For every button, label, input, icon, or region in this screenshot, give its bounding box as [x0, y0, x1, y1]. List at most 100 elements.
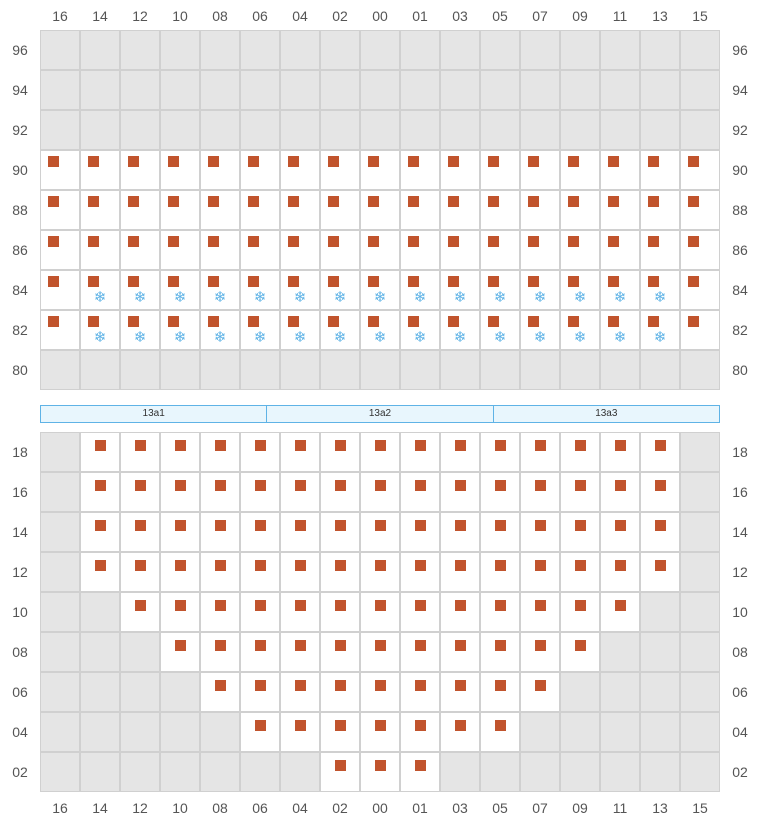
seat-cell[interactable] — [480, 230, 520, 270]
seat-cell[interactable] — [440, 512, 480, 552]
seat-cell[interactable] — [520, 632, 560, 672]
seat-cell[interactable] — [480, 672, 520, 712]
seat-cell[interactable] — [520, 672, 560, 712]
seat-cell[interactable] — [560, 150, 600, 190]
seat-cell[interactable] — [360, 752, 400, 792]
seat-cell[interactable] — [480, 712, 520, 752]
seat-cell[interactable] — [120, 230, 160, 270]
seat-cell[interactable] — [440, 632, 480, 672]
seat-cell[interactable] — [360, 472, 400, 512]
seat-cell[interactable] — [80, 150, 120, 190]
seat-cell[interactable] — [160, 632, 200, 672]
seat-cell[interactable] — [600, 190, 640, 230]
seat-cell[interactable] — [320, 672, 360, 712]
seat-cell[interactable] — [600, 472, 640, 512]
seat-cell[interactable] — [400, 712, 440, 752]
seat-cell[interactable] — [440, 432, 480, 472]
seat-cell[interactable] — [240, 512, 280, 552]
seat-cell[interactable] — [120, 190, 160, 230]
seat-cell[interactable] — [520, 472, 560, 512]
seat-cell[interactable] — [400, 230, 440, 270]
seat-cell[interactable] — [520, 190, 560, 230]
seat-cell[interactable] — [360, 150, 400, 190]
seat-cell[interactable] — [320, 432, 360, 472]
seat-cell[interactable] — [200, 512, 240, 552]
seat-cell[interactable] — [440, 672, 480, 712]
seat-cell[interactable] — [520, 150, 560, 190]
seat-cell[interactable] — [320, 230, 360, 270]
seat-cell[interactable] — [560, 592, 600, 632]
seat-cell[interactable] — [560, 190, 600, 230]
seat-cell[interactable] — [600, 150, 640, 190]
seat-cell[interactable] — [360, 592, 400, 632]
seat-cell[interactable] — [640, 230, 680, 270]
seat-cell[interactable] — [80, 230, 120, 270]
seat-cell[interactable] — [280, 592, 320, 632]
seat-cell[interactable] — [200, 230, 240, 270]
seat-cell[interactable] — [240, 672, 280, 712]
seat-cell[interactable] — [360, 230, 400, 270]
seat-cell[interactable] — [640, 472, 680, 512]
seat-cell[interactable] — [640, 432, 680, 472]
seat-cell[interactable] — [160, 150, 200, 190]
seat-cell[interactable] — [200, 632, 240, 672]
seat-cell[interactable] — [120, 552, 160, 592]
seat-cell[interactable] — [640, 190, 680, 230]
seat-cell[interactable] — [160, 230, 200, 270]
seat-cell[interactable] — [600, 592, 640, 632]
seat-cell[interactable] — [400, 672, 440, 712]
seat-cell[interactable] — [160, 592, 200, 632]
seat-cell[interactable] — [120, 472, 160, 512]
seat-cell[interactable] — [400, 150, 440, 190]
seat-cell[interactable] — [200, 592, 240, 632]
seat-cell[interactable] — [320, 552, 360, 592]
seat-cell[interactable] — [280, 712, 320, 752]
seat-cell[interactable] — [320, 150, 360, 190]
seat-cell[interactable] — [40, 150, 80, 190]
seat-cell[interactable] — [400, 592, 440, 632]
seat-cell[interactable] — [240, 150, 280, 190]
seat-cell[interactable] — [520, 552, 560, 592]
seat-cell[interactable] — [200, 190, 240, 230]
seat-cell[interactable] — [280, 672, 320, 712]
seat-cell[interactable] — [240, 472, 280, 512]
seat-cell[interactable] — [280, 230, 320, 270]
seat-cell[interactable] — [40, 230, 80, 270]
seat-cell[interactable] — [680, 270, 720, 310]
seat-cell[interactable] — [360, 672, 400, 712]
seat-cell[interactable] — [440, 230, 480, 270]
seat-cell[interactable] — [200, 472, 240, 512]
seat-cell[interactable] — [480, 552, 520, 592]
seat-cell[interactable] — [480, 472, 520, 512]
seat-cell[interactable] — [680, 190, 720, 230]
seat-cell[interactable] — [360, 190, 400, 230]
seat-cell[interactable] — [200, 150, 240, 190]
seat-cell[interactable] — [240, 552, 280, 592]
seat-cell[interactable] — [40, 190, 80, 230]
seat-cell[interactable] — [440, 190, 480, 230]
seat-cell[interactable] — [240, 592, 280, 632]
seat-cell[interactable] — [280, 512, 320, 552]
seat-cell[interactable] — [520, 230, 560, 270]
seat-cell[interactable] — [360, 432, 400, 472]
seat-cell[interactable] — [160, 472, 200, 512]
seat-cell[interactable] — [640, 512, 680, 552]
seat-cell[interactable] — [400, 752, 440, 792]
seat-cell[interactable] — [80, 190, 120, 230]
seat-cell[interactable] — [560, 632, 600, 672]
seat-cell[interactable] — [400, 472, 440, 512]
seat-cell[interactable] — [160, 512, 200, 552]
seat-cell[interactable] — [480, 592, 520, 632]
seat-cell[interactable] — [640, 150, 680, 190]
seat-cell[interactable] — [320, 512, 360, 552]
seat-cell[interactable] — [240, 432, 280, 472]
seat-cell[interactable] — [640, 552, 680, 592]
seat-cell[interactable] — [320, 592, 360, 632]
seat-cell[interactable] — [80, 432, 120, 472]
seat-cell[interactable] — [560, 512, 600, 552]
seat-cell[interactable] — [600, 512, 640, 552]
seat-cell[interactable] — [200, 432, 240, 472]
seat-cell[interactable] — [560, 230, 600, 270]
seat-cell[interactable] — [480, 512, 520, 552]
seat-cell[interactable] — [600, 552, 640, 592]
